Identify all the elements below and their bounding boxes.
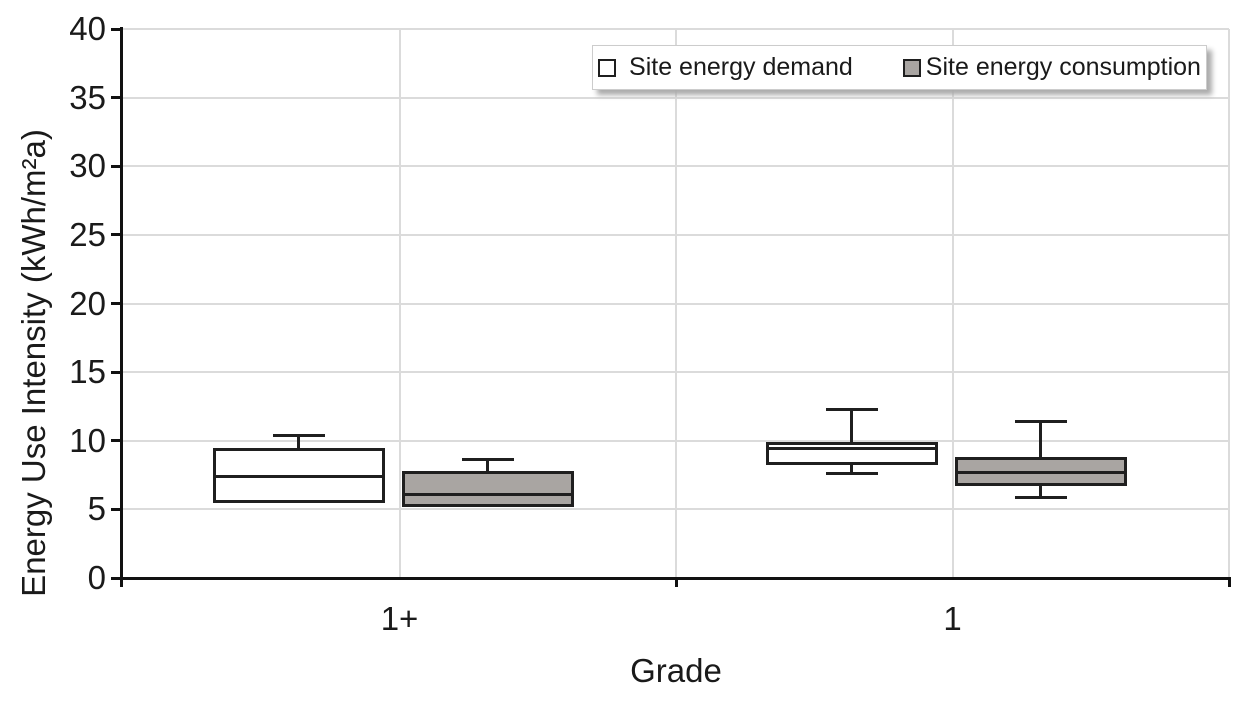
whisker-lower-cap <box>825 472 878 476</box>
whisker-upper-stem <box>297 435 300 448</box>
median-line <box>215 474 382 478</box>
y-tick-mark <box>111 439 121 443</box>
y-tick-label: 40 <box>69 10 106 47</box>
y-tick-mark <box>111 507 121 511</box>
y-tick-mark <box>111 576 121 580</box>
y-tick-label: 20 <box>69 284 106 322</box>
y-tick-mark <box>111 27 121 31</box>
whisker-upper-stem <box>486 459 489 471</box>
y-tick-label: 35 <box>69 78 106 116</box>
y-tick-mark <box>111 302 121 305</box>
x-category-label: 1+ <box>380 600 419 637</box>
y-tick-mark <box>111 96 121 100</box>
gridline-vertical <box>675 29 677 578</box>
plot-area: 1+ 1 <box>123 28 1230 637</box>
y-tick-label: 5 <box>87 490 106 528</box>
whisker-upper-cap <box>1014 420 1067 424</box>
median-line <box>768 447 935 451</box>
x-tick-mark <box>1227 578 1231 587</box>
x-axis-title: Grade <box>630 652 722 689</box>
y-axis-line <box>120 27 123 587</box>
gridline-vertical <box>398 29 401 578</box>
legend-label-demand: Site energy demand <box>629 53 853 81</box>
y-tick-label: 10 <box>69 421 106 459</box>
whisker-upper-cap <box>272 433 325 437</box>
whisker-upper-cap <box>825 407 878 411</box>
median-line <box>404 492 571 496</box>
box-consumption-grade-1+ <box>401 470 574 507</box>
median-line <box>957 470 1124 474</box>
whisker-upper-stem <box>850 409 853 443</box>
y-tick-label: 25 <box>69 215 106 253</box>
whisker-lower-cap <box>1014 495 1067 499</box>
whisker-lower-stem <box>1039 486 1042 497</box>
whisker-upper-cap <box>461 458 514 462</box>
y-tick-mark <box>111 370 121 374</box>
whisker-upper-stem <box>1039 421 1042 458</box>
y-tick-label: 30 <box>69 147 106 185</box>
y-tick-label: 15 <box>69 353 106 391</box>
box-demand-grade-1 <box>765 442 938 466</box>
whisker-lower-stem <box>850 465 853 474</box>
y-tick-label: 0 <box>87 559 106 596</box>
gridline-vertical <box>1228 29 1230 578</box>
legend-label-consumption: Site energy consumption <box>925 53 1201 81</box>
legend-marker-demand-icon <box>598 58 617 77</box>
x-category-label: 1 <box>943 600 962 637</box>
y-tick-mark <box>111 164 121 168</box>
x-tick-mark <box>674 578 678 587</box>
legend: Site energy demand Site energy consumpti… <box>592 45 1207 90</box>
legend-marker-consumption-icon <box>902 58 921 77</box>
gridline-vertical <box>951 29 954 578</box>
y-tick-mark <box>111 233 121 237</box>
